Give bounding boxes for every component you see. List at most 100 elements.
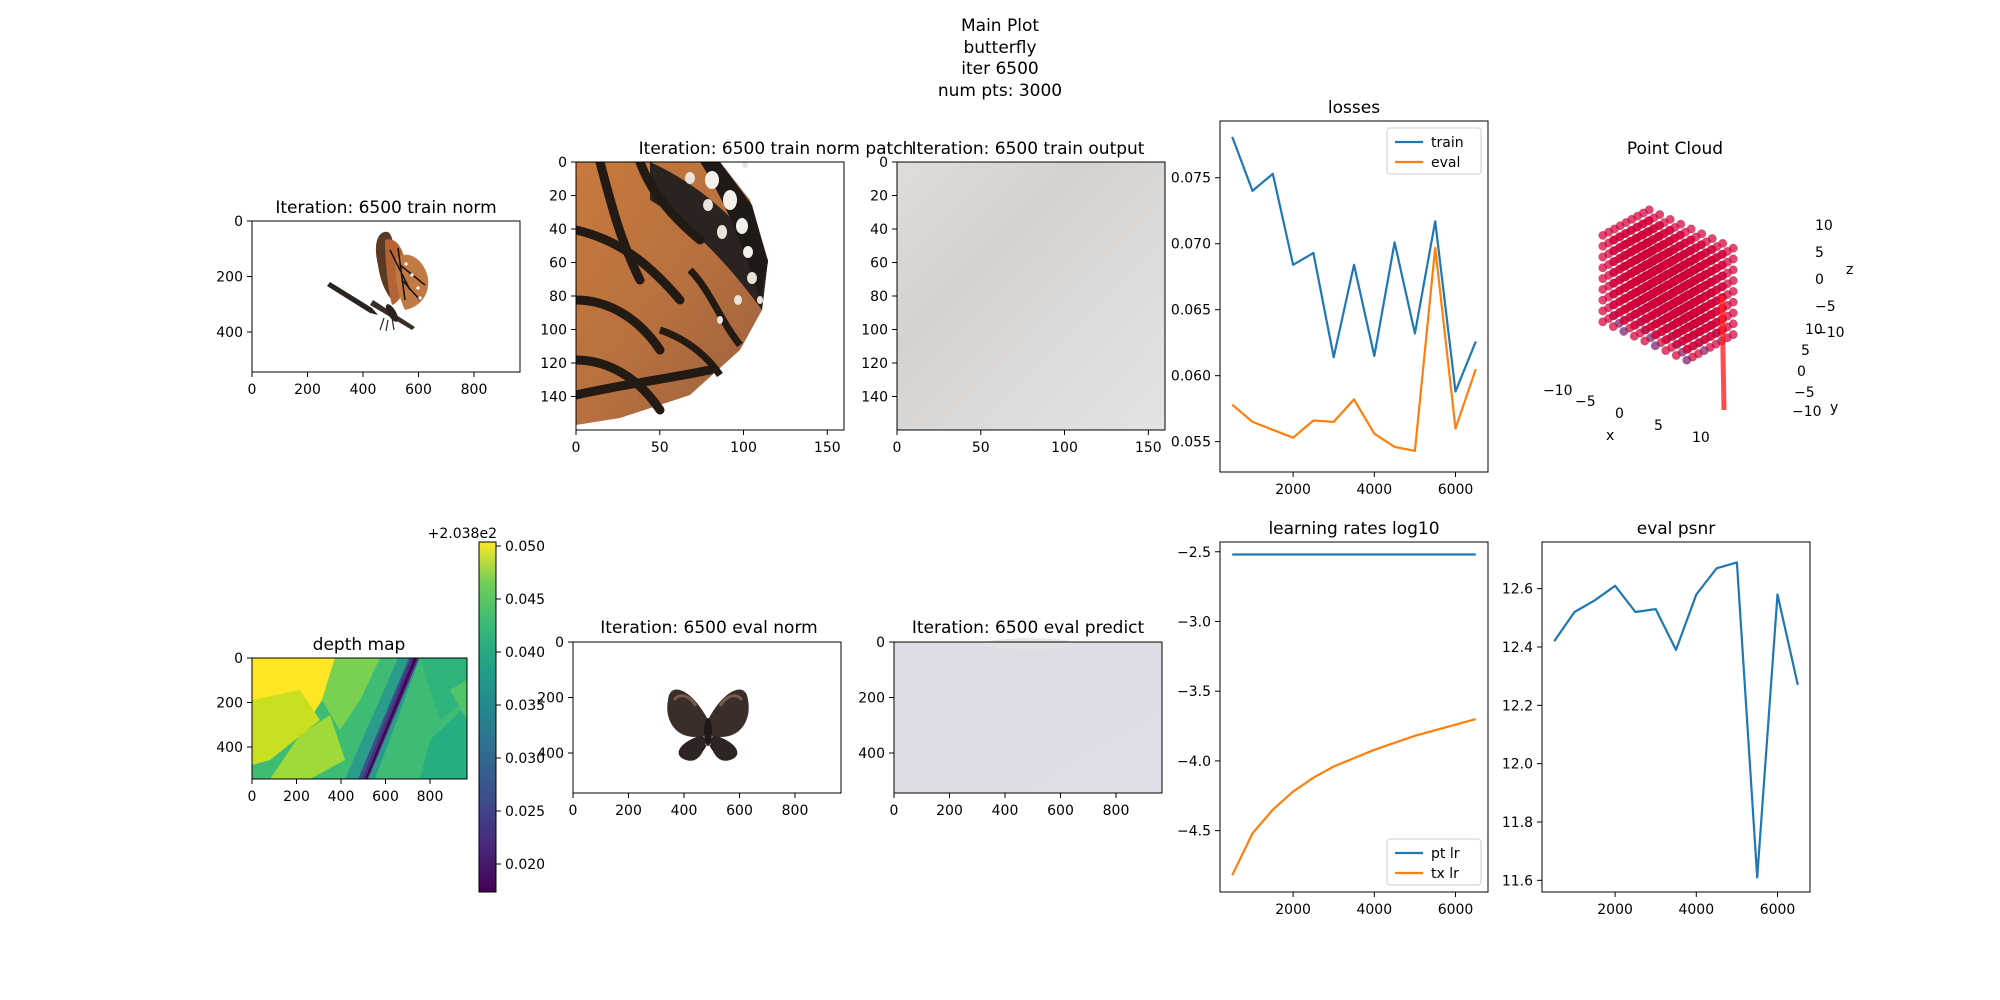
cloud-point [1640,336,1650,346]
x-tick-label: 50 [972,440,990,456]
y-ticks: 0 200 400 [216,651,252,756]
y-tick-label: 40 [870,222,888,238]
cloud-point [1608,311,1618,321]
colorbar-tick-label: 0.040 [505,645,545,661]
y-tick-label: 0.075 [1171,171,1211,187]
cloud-point [1629,310,1639,319]
x-tick-label: 5 [1654,418,1663,434]
y-tick-label: 0.060 [1171,369,1211,385]
x-tick-label: 2000 [1275,902,1311,918]
x-tick-label: 0 [893,440,902,456]
cloud-point [1671,264,1681,274]
x-tick-label: 200 [936,803,963,819]
cloud-point [1608,278,1618,288]
suptitle-line-4: num pts: 3000 [937,80,1063,101]
cloud-point [1608,246,1618,256]
x-tick-label: 6000 [1760,902,1796,918]
x-tick-label: −5 [1575,394,1596,410]
cloud-point [1608,235,1618,245]
cloud-point [1629,299,1639,309]
y-tick-label: 11.6 [1502,873,1533,889]
y-tick-label: 200 [216,696,243,712]
cloud-point [1640,293,1650,303]
z-tick-label: −10 [1815,325,1845,341]
x-tick-label: 150 [814,440,841,456]
cloud-point [1598,295,1608,305]
image-area [573,642,841,793]
cloud-point [1640,282,1650,292]
x-tick-label: 600 [726,803,753,819]
figure-suptitle: Main Plot butterfly iter 6500 num pts: 3… [900,16,1100,102]
cloud-point [1619,283,1629,293]
depth-map-image [252,658,467,779]
cloud-point [1629,277,1639,287]
x-axis-ticks: −10 −5 0 5 10 x [1543,383,1710,446]
panel-title: Iteration: 6500 train output [912,139,1145,159]
blurred-output-image [897,162,1165,430]
x-tick-label: 800 [417,789,444,805]
cloud-point [1650,287,1660,297]
cloud-point [1629,245,1639,255]
cloud-point [1682,312,1692,322]
y-tick-label: 40 [549,222,567,238]
x-ticks: 0 200 400 600 800 [569,793,808,819]
cloud-point [1598,241,1608,251]
series-line-train [1231,136,1477,393]
colorbar-tick-label: 0.050 [505,539,545,555]
cloud-point [1671,318,1681,328]
depth-colorbar: +2.038e2 0.050 0.045 0.040 0.035 0.030 0… [428,526,545,893]
y-tick-label: 0 [555,635,564,651]
x-tick-label: 800 [1103,803,1130,819]
cloud-point [1682,301,1692,311]
colorbar-tick-label: 0.035 [505,698,545,714]
cloud-point [1671,329,1681,339]
axes-frame [1541,541,1811,893]
y-tick-label: 12.6 [1502,582,1533,598]
cloud-point [1640,250,1650,260]
y-tick-label: −2.5 [1177,545,1211,561]
cloud-point [1682,323,1692,333]
y-ticks: 0 200 400 [858,635,894,762]
cloud-point [1682,280,1692,289]
x-tick-label: 400 [328,789,355,805]
cloud-point [1661,259,1671,269]
panel-eval-norm: Iteration: 6500 eval norm 0 200 400 600 … [537,618,842,819]
x-tick-label: 600 [372,789,399,805]
y-tick-label: 0.065 [1171,303,1211,319]
cloud-point [1619,240,1629,250]
cloud-point [1619,305,1629,315]
cloud-point [1629,320,1639,330]
x-tick-label: 100 [730,440,757,456]
x-tick-label: 400 [671,803,698,819]
y-tick-label: 0 [234,214,243,230]
panel-point-cloud: Point Cloud 10 5 0 −5 −10 z −10 −5 0 5 1… [1543,139,1853,446]
y-tick-label: 20 [870,189,888,205]
cloud-point [1650,319,1660,329]
x-tick-label: 100 [1051,440,1078,456]
suptitle-line-3: iter 6500 [961,59,1039,79]
chart-title: learning rates log10 [1268,519,1439,539]
x-ticks: 0 50 100 150 [893,430,1162,456]
y-tick-label: 200 [537,691,564,707]
cloud-point [1682,355,1692,365]
cloud-point [1661,292,1671,301]
colorbar-tick-label: 0.045 [505,592,545,608]
colorbar-tick-label: 0.030 [505,751,545,767]
z-tick-label: 10 [1815,218,1833,234]
colorbar-gradient [478,541,497,893]
y-tick-label: 10 [1805,322,1823,338]
cloud-point [1671,340,1681,349]
cloud-point [1598,317,1608,327]
y-tick-label: 120 [861,356,888,372]
cloud-point [1671,296,1681,306]
x-tick-label: 4000 [1678,902,1714,918]
cloud-point [1619,251,1629,261]
cloud-point [1608,268,1618,277]
x-tick-label: 400 [992,803,1019,819]
y-tick-label: 400 [537,746,564,762]
cloud-point [1682,290,1692,300]
x-tick-label: 800 [461,382,488,398]
axes-frame [251,657,468,780]
colorbar-offset-label: +2.038e2 [428,526,497,542]
